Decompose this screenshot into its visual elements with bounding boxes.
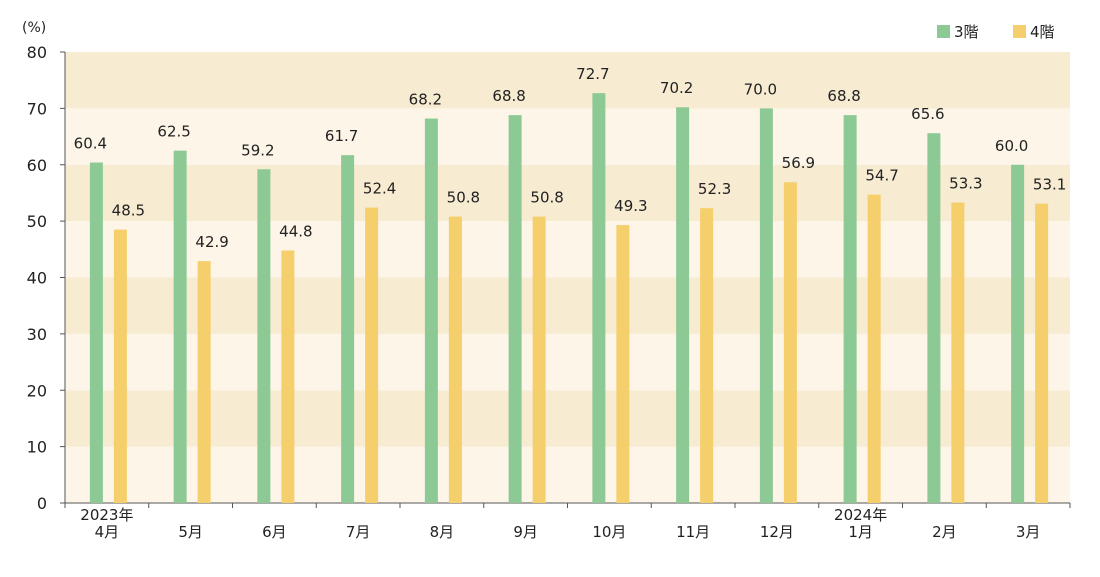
y-axis-unit-label: (%)	[22, 20, 46, 36]
x-category-label: 1月	[848, 523, 873, 541]
y-tick-label: 10	[27, 438, 47, 457]
bar-4階-3	[281, 250, 295, 503]
background-band	[65, 333, 1070, 391]
data-label: 70.2	[660, 79, 693, 97]
data-label: 52.4	[363, 180, 396, 198]
bar-3階-11	[927, 133, 941, 503]
bar-3階-4	[341, 155, 355, 503]
x-category-label: 3月	[1016, 523, 1041, 541]
bar-4階-11	[951, 202, 965, 504]
background-band	[65, 52, 1070, 109]
background-band	[65, 390, 1070, 447]
bar-3階-3	[257, 169, 271, 503]
data-label: 54.7	[865, 167, 898, 185]
x-category-label: 7月	[346, 523, 371, 541]
bar-4階-8	[700, 208, 714, 503]
legend-swatch-4階	[1013, 25, 1026, 38]
bar-4階-2	[197, 261, 211, 503]
bar-3階-1	[89, 162, 103, 503]
bar-4階-9	[783, 182, 797, 503]
bars	[89, 93, 1049, 504]
bar-4階-5	[448, 216, 462, 504]
background-band	[65, 108, 1070, 165]
bar-3階-12	[1011, 164, 1025, 503]
x-category-label: 2月	[932, 523, 957, 541]
x-category-label: 2024年	[834, 506, 887, 524]
x-category-label: 9月	[513, 523, 538, 541]
data-label: 59.2	[241, 141, 274, 159]
background-band	[65, 446, 1070, 503]
y-axis-ticks: 0 10 20 30 40 50 60 70 80	[27, 43, 65, 513]
bar-3階-2	[173, 150, 187, 503]
data-label: 68.8	[492, 87, 525, 105]
data-label: 62.5	[157, 123, 190, 141]
data-label: 68.8	[827, 87, 860, 105]
legend-swatch-3階	[937, 25, 950, 38]
data-label: 56.9	[782, 154, 815, 172]
data-label: 48.5	[112, 202, 145, 220]
data-label: 44.8	[279, 222, 312, 240]
bar-3階-6	[508, 115, 522, 503]
bar-3階-8	[676, 107, 690, 503]
background-bands	[65, 52, 1070, 503]
background-band	[65, 221, 1070, 278]
legend: 3階 4階	[937, 23, 1055, 41]
data-label: 72.7	[576, 65, 609, 83]
data-label: 52.3	[698, 180, 731, 198]
x-category-label: 2023年	[80, 506, 133, 524]
data-label: 42.9	[195, 233, 228, 251]
legend-label: 4階	[1030, 23, 1055, 41]
background-band	[65, 164, 1070, 222]
bar-4階-1	[113, 229, 127, 504]
x-category-label: 8月	[430, 523, 455, 541]
y-tick-label: 20	[27, 381, 47, 400]
x-category-label: 10月	[592, 523, 626, 541]
data-label: 53.1	[1033, 176, 1066, 194]
bar-4階-12	[1035, 203, 1049, 503]
bar-4階-10	[867, 194, 881, 503]
data-label: 60.0	[995, 137, 1028, 155]
y-tick-label: 50	[27, 212, 47, 231]
x-category-label: 11月	[676, 523, 710, 541]
y-tick-label: 40	[27, 269, 47, 288]
data-label: 49.3	[614, 197, 647, 215]
background-band	[65, 277, 1070, 334]
y-tick-label: 70	[27, 99, 47, 118]
data-label: 65.6	[911, 105, 944, 123]
data-labels: 60.4 62.5 59.2 61.7 68.2 68.8 72.7 70.2 70.0 68.8…	[74, 65, 1067, 251]
data-label: 50.8	[530, 189, 563, 207]
y-tick-label: 0	[37, 494, 47, 513]
x-category-label: 6月	[262, 523, 287, 541]
bar-3階-7	[592, 93, 606, 503]
data-label: 50.8	[447, 189, 480, 207]
x-category-label: 12月	[760, 523, 794, 541]
data-label: 60.4	[74, 134, 107, 152]
x-category-label: 5月	[178, 523, 203, 541]
data-label: 61.7	[325, 127, 358, 145]
y-tick-label: 30	[27, 325, 47, 344]
x-category-label: 4月	[95, 523, 120, 541]
y-tick-label: 60	[27, 156, 47, 175]
y-tick-label: 80	[27, 43, 47, 62]
bar-4階-4	[365, 207, 379, 503]
data-label: 70.0	[744, 80, 777, 98]
bar-4階-7	[616, 225, 630, 504]
bar-3階-10	[843, 115, 857, 503]
bar-3階-5	[424, 118, 438, 504]
bar-3階-9	[759, 108, 773, 503]
data-label: 68.2	[409, 91, 442, 109]
legend-label: 3階	[954, 23, 979, 41]
data-label: 53.3	[949, 175, 982, 193]
bar-4階-6	[532, 216, 546, 504]
